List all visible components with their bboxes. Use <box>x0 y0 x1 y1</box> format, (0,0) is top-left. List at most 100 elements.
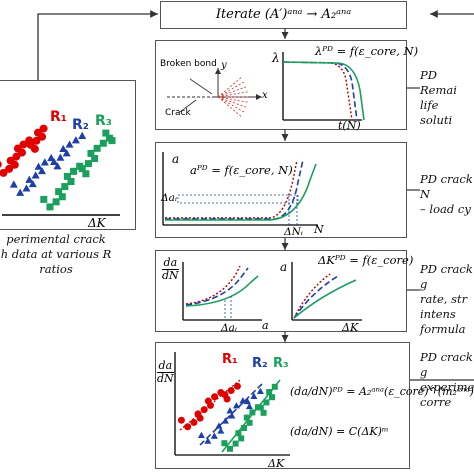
bond-line <box>217 77 242 98</box>
panel4-r1-point <box>204 397 212 405</box>
left-r3-point <box>46 203 54 211</box>
panel4-r2-point <box>243 397 251 405</box>
panel1-side-label: PD Remai life soluti <box>420 68 474 128</box>
left-r1-point <box>0 168 8 177</box>
panel4-r1-point <box>221 391 229 399</box>
panel4-r1-point <box>194 410 202 418</box>
panel2-equation: aᴾᴰ = f(ε_core, N) <box>190 163 293 177</box>
left-r2-point <box>25 175 34 183</box>
panel4-r2-point <box>250 392 258 400</box>
crack-label: Crack <box>165 108 191 118</box>
left-caption-line-2: h data at various R <box>0 247 112 261</box>
left-r1-point <box>39 124 48 133</box>
bond-line <box>217 81 245 98</box>
panel4-r3-point <box>260 409 267 416</box>
left-r3-point <box>52 198 60 206</box>
bond-line <box>217 96 242 117</box>
panel4-r1-point <box>200 406 208 414</box>
panel4-r2-point <box>245 402 253 410</box>
left-r1-point <box>5 164 14 173</box>
left-r3-point <box>82 170 90 178</box>
panel4-fit-blue <box>199 383 263 446</box>
broken-bond-pointer <box>189 78 213 95</box>
panel2-side-line-2: – load cy <box>420 202 471 216</box>
left-x-label: ΔK <box>88 216 106 230</box>
panel4-r1-point <box>227 386 235 394</box>
panel4-r3-point <box>241 425 247 431</box>
left-r1-point <box>26 140 35 149</box>
panel2-y-label: a <box>172 152 180 166</box>
panel2-curve-green <box>165 163 317 221</box>
panel4-r1-point <box>190 418 198 426</box>
left-r3-point <box>93 144 101 152</box>
left-r3-point <box>67 177 75 185</box>
panel3-side-label: PD crack g rate, str intens formula <box>420 262 474 337</box>
left-series-r1-label: R₁ <box>50 109 67 125</box>
left-r2-point <box>22 184 31 192</box>
left-r2-point <box>16 188 25 196</box>
iterate-box: Iterate (A′)ᵃⁿᵃ → A₂ᵃⁿᵃ <box>160 1 407 29</box>
left-r2-point <box>37 166 46 175</box>
panel-growth-rate <box>155 250 407 332</box>
panel3-left-red <box>185 265 241 305</box>
panel4-r2-point <box>215 422 223 429</box>
panel4-r2-point <box>197 431 205 438</box>
left-r3-point <box>84 160 92 168</box>
inset-y-label: y <box>221 60 227 71</box>
delta-a-band <box>177 194 299 204</box>
panel4-r1-label: R₁ <box>222 352 238 367</box>
panel4-r3-point <box>227 445 233 452</box>
panel4-r2-point <box>256 387 264 394</box>
left-r2-point <box>47 153 56 162</box>
panel2-curve-red <box>165 159 298 219</box>
left-series-r2-label: R₂ <box>72 117 89 133</box>
panel-crack-vs-cycles <box>155 142 407 238</box>
panel3-left-blue <box>185 267 249 306</box>
panel4-r3-point <box>235 430 242 437</box>
panel3-side-line-3: intens <box>420 307 456 321</box>
panel2-x-label: N <box>314 223 324 236</box>
panel4-r1-point <box>211 393 219 401</box>
left-r2-point <box>53 162 62 170</box>
panel4-r2-point <box>221 417 229 424</box>
left-r2-point <box>40 158 49 166</box>
panel4-r1-point <box>177 416 185 424</box>
bond-line <box>217 96 248 103</box>
panel4-r2-point <box>210 432 218 439</box>
panel4-side-label: PD crack g experime corre <box>420 350 474 410</box>
left-caption-line-3: ratios <box>39 262 73 276</box>
panel4-r3-point <box>257 404 264 411</box>
panel3-right-x-label: ΔK <box>342 321 359 334</box>
bond-line <box>217 96 247 108</box>
panel4-side-line-1: PD crack g <box>420 350 473 379</box>
panel1-curve-blue <box>282 61 358 121</box>
left-r2-point <box>50 157 59 166</box>
panel4-r3-point <box>269 394 275 401</box>
panel4-x-label: ΔK <box>268 457 285 470</box>
panel4-r2-point <box>228 412 236 419</box>
left-r3-point <box>58 193 66 201</box>
panel3-right-blue <box>293 275 339 319</box>
left-caption: perimental crack h data at various R rat… <box>0 232 112 277</box>
panel4-r3-point <box>246 419 253 426</box>
panel-experimental-correlation <box>155 342 410 469</box>
iterate-text: Iterate (A′)ᵃⁿᵃ → A₂ᵃⁿᵃ <box>215 7 352 22</box>
left-r1-point <box>32 136 41 145</box>
panel4-r3-point <box>271 383 278 390</box>
bond-line <box>217 91 248 98</box>
panel4-y-label: da dN <box>157 360 174 385</box>
panel4-r1-point <box>233 382 241 390</box>
left-r3-point <box>102 129 110 137</box>
left-caption-line-1: perimental crack <box>6 232 106 246</box>
crack-pointer <box>179 99 197 113</box>
left-r2-point <box>78 131 87 139</box>
bond-line <box>217 96 245 113</box>
left-r3-point <box>87 149 95 157</box>
panel1-equation: λᴾᴰ = f(ε_core, N) <box>315 44 419 58</box>
left-r3-point <box>40 195 48 203</box>
inset-x-label: x <box>262 90 268 101</box>
panel4-r3-label: R₃ <box>273 356 289 371</box>
